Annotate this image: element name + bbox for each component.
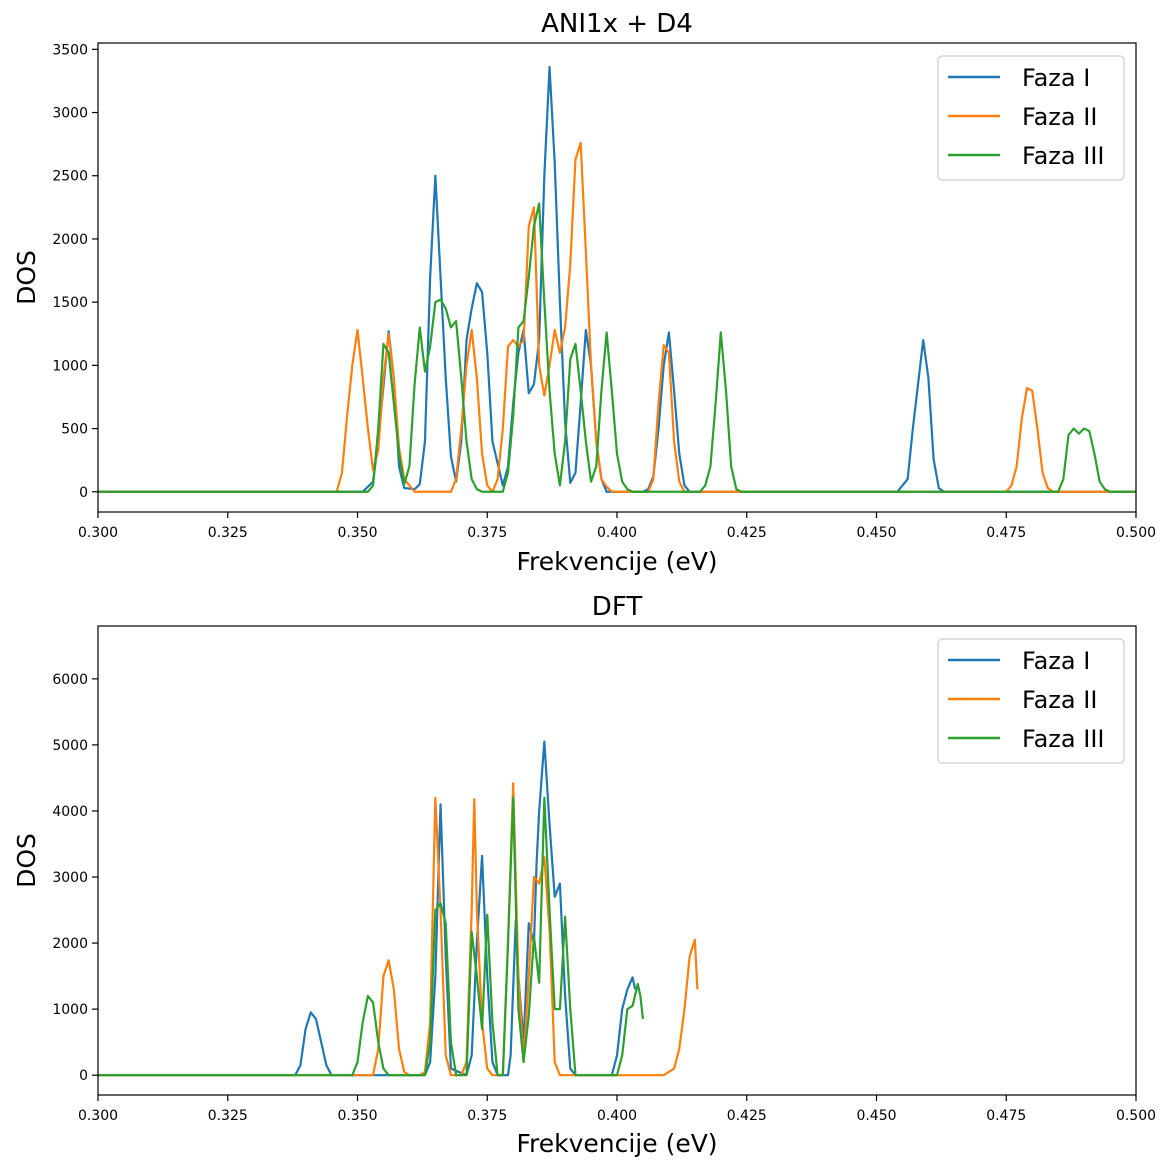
chart-0-y-tick-label: 1000 (52, 358, 88, 374)
chart-0-y-tick-label: 3000 (52, 106, 88, 122)
chart-1-plot-area (98, 740, 699, 1077)
chart-0-y-tick-label: 2000 (52, 232, 88, 248)
chart-1-series-line-1 (98, 740, 637, 1077)
chart-1-legend: Faza I Faza II Faza III (937, 638, 1125, 764)
chart-0-title: ANI1x + D4 (541, 9, 693, 39)
chart-1-x-tick-label: 0.300 (78, 1108, 118, 1124)
chart-1-legend-label-1: Faza I (1022, 647, 1090, 675)
chart-1-x-tick-label: 0.325 (208, 1108, 248, 1124)
chart-0-legend: Faza I Faza II Faza III (937, 55, 1125, 181)
chart-0-x-tick-label: 0.375 (467, 525, 507, 541)
chart-0-legend-label-3: Faza III (1022, 142, 1104, 170)
chart-1-x-tick-label: 0.450 (856, 1108, 896, 1124)
chart-0-x-tick-label: 0.350 (337, 525, 377, 541)
chart-1-series-line-3 (98, 796, 645, 1077)
chart-0-y-tick-label: 3500 (52, 42, 88, 58)
chart-1-y-tick-label: 4000 (52, 804, 88, 820)
chart-0-legend-box (937, 55, 1125, 181)
chart-1-x-tick-label: 0.425 (727, 1108, 767, 1124)
chart-0-series-line-3 (98, 202, 1136, 493)
chart-1-y-tick-label: 6000 (52, 672, 88, 688)
chart-1-y-tick-label: 2000 (52, 936, 88, 952)
chart-1-series-line-2 (98, 782, 699, 1077)
chart-0-y-axis-label: DOS (12, 250, 41, 305)
chart-1-y-tick-label: 5000 (52, 738, 88, 754)
chart-1-x-tick-label: 0.350 (337, 1108, 377, 1124)
chart-0-y-tick-label: 1500 (52, 295, 88, 311)
chart-0-y-tick-label: 2500 (52, 169, 88, 185)
chart-1-legend-label-2: Faza II (1022, 686, 1097, 714)
chart-0-x-tick-label: 0.300 (78, 525, 118, 541)
chart-0-series-line-2 (98, 141, 1136, 493)
chart-0-y-tick-label: 0 (79, 485, 88, 501)
chart-0-y-tick-label: 500 (61, 422, 88, 438)
chart-1-y-tick-label: 1000 (52, 1002, 88, 1018)
chart-ani1x-d4: 0.300 0.325 0.350 0.375 0.400 0.425 0.450 0.475… (12, 9, 1156, 576)
chart-0-x-tick-label: 0.450 (856, 525, 896, 541)
chart-0-x-tick-label: 0.325 (208, 525, 248, 541)
chart-dft: 0.300 0.325 0.350 0.375 0.400 0.425 0.450 0.475… (12, 592, 1156, 1158)
chart-0-x-tick-label: 0.500 (1116, 525, 1156, 541)
chart-1-x-tick-label: 0.400 (597, 1108, 637, 1124)
chart-1-x-tick-label: 0.475 (986, 1108, 1026, 1124)
chart-0-plot-area (98, 65, 1136, 493)
chart-1-y-tick-label: 0 (79, 1068, 88, 1084)
chart-1-x-axis-label: Frekvencije (eV) (516, 1129, 717, 1158)
chart-0-x-tick-label: 0.400 (597, 525, 637, 541)
chart-1-x-tick-label: 0.500 (1116, 1108, 1156, 1124)
chart-1-title: DFT (592, 592, 643, 622)
chart-1-y-tick-label: 3000 (52, 870, 88, 886)
chart-0-x-axis-label: Frekvencije (eV) (516, 547, 717, 576)
chart-1-legend-box (937, 638, 1125, 764)
chart-0-legend-label-2: Faza II (1022, 103, 1097, 131)
chart-1-y-axis-label: DOS (12, 833, 41, 888)
chart-0-legend-label-1: Faza I (1022, 64, 1090, 92)
chart-1-legend-label-3: Faza III (1022, 725, 1104, 753)
chart-1-x-tick-label: 0.375 (467, 1108, 507, 1124)
chart-0-x-tick-label: 0.425 (727, 525, 767, 541)
chart-0-x-tick-label: 0.475 (986, 525, 1026, 541)
